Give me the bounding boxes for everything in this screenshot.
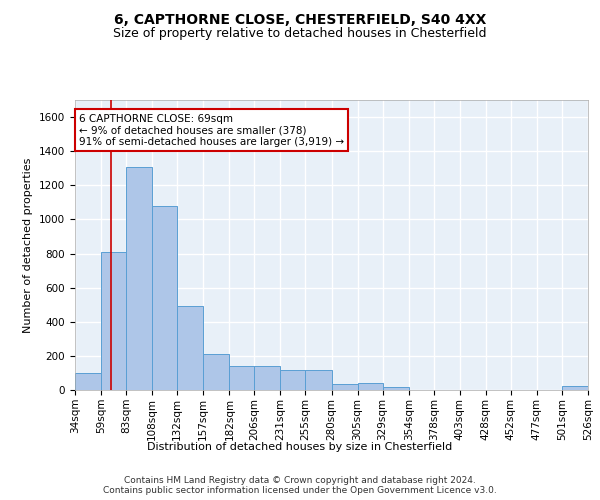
Bar	[254, 366, 280, 390]
Bar	[177, 306, 203, 390]
Text: Contains HM Land Registry data © Crown copyright and database right 2024.
Contai: Contains HM Land Registry data © Crown c…	[103, 476, 497, 495]
Bar	[358, 383, 383, 390]
Bar	[203, 354, 229, 390]
Text: 6, CAPTHORNE CLOSE, CHESTERFIELD, S40 4XX: 6, CAPTHORNE CLOSE, CHESTERFIELD, S40 4X…	[114, 12, 486, 26]
Bar	[305, 370, 331, 390]
Bar	[229, 366, 254, 390]
Text: Distribution of detached houses by size in Chesterfield: Distribution of detached houses by size …	[148, 442, 452, 452]
Bar	[383, 386, 409, 390]
Bar	[152, 206, 177, 390]
Bar	[562, 386, 588, 390]
Bar	[101, 252, 126, 390]
Bar	[126, 166, 152, 390]
Text: 6 CAPTHORNE CLOSE: 69sqm
← 9% of detached houses are smaller (378)
91% of semi-d: 6 CAPTHORNE CLOSE: 69sqm ← 9% of detache…	[79, 114, 344, 147]
Bar	[280, 370, 305, 390]
Bar	[331, 384, 358, 390]
Y-axis label: Number of detached properties: Number of detached properties	[23, 158, 34, 332]
Bar	[75, 373, 101, 390]
Text: Size of property relative to detached houses in Chesterfield: Size of property relative to detached ho…	[113, 28, 487, 40]
